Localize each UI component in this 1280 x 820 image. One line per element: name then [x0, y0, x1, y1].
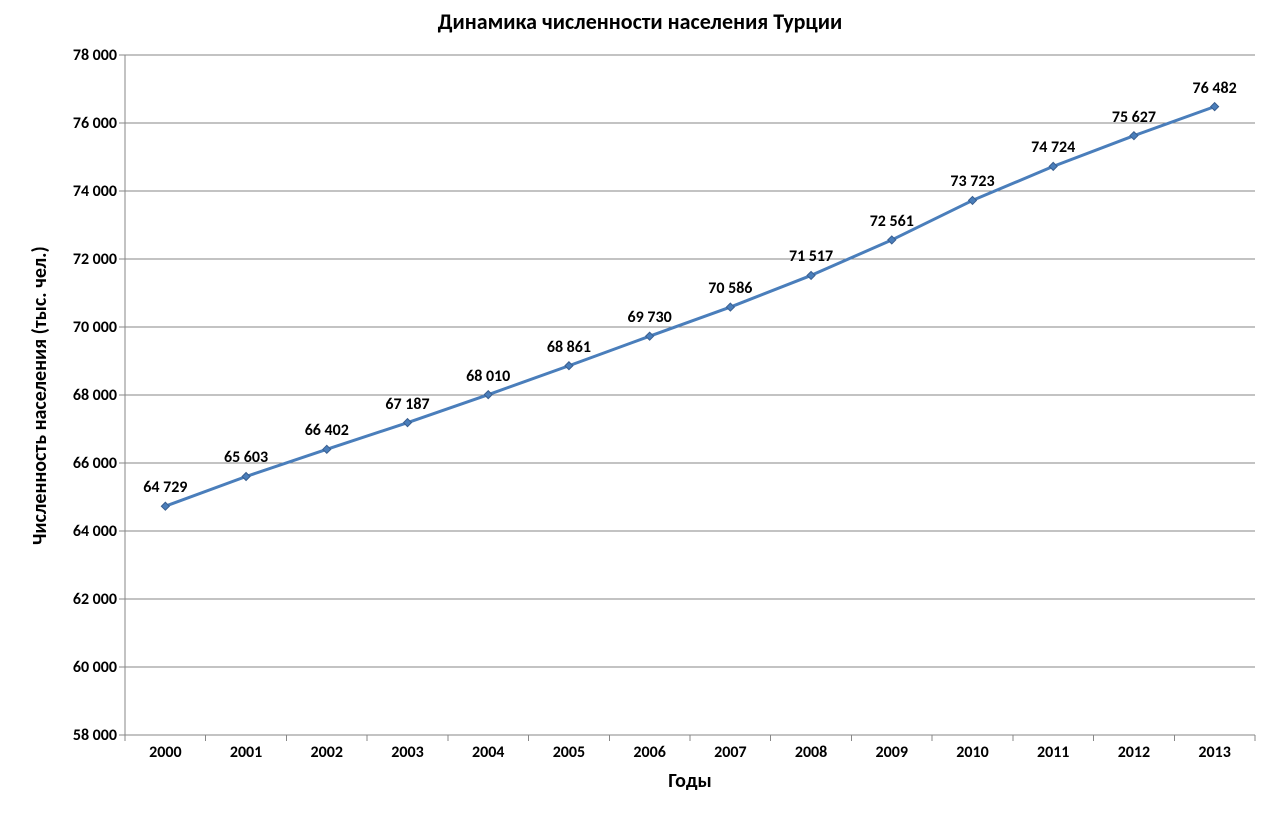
- x-tick-label: 2010: [932, 743, 1013, 762]
- x-tick-label: 2009: [851, 743, 932, 762]
- data-label: 73 723: [933, 172, 1013, 191]
- data-label: 76 482: [1175, 79, 1255, 98]
- x-axis-title: Годы: [125, 769, 1255, 793]
- data-label: 66 402: [287, 421, 367, 440]
- data-label: 70 586: [690, 279, 770, 298]
- data-label: 71 517: [771, 247, 851, 266]
- data-label: 72 561: [852, 212, 932, 231]
- data-label: 74 724: [1013, 138, 1093, 157]
- data-label: 64 729: [125, 478, 205, 497]
- x-tick-label: 2000: [125, 743, 206, 762]
- population-chart: Динамика численности населения Турции 58…: [0, 0, 1280, 820]
- y-tick-label: 72 000: [47, 250, 117, 269]
- data-label: 68 861: [529, 338, 609, 357]
- y-tick-label: 76 000: [47, 114, 117, 133]
- data-label: 69 730: [610, 308, 690, 327]
- chart-title: Динамика численности населения Турции: [0, 8, 1280, 35]
- y-tick-label: 62 000: [47, 590, 117, 609]
- data-label: 75 627: [1094, 108, 1174, 127]
- data-label: 65 603: [206, 448, 286, 467]
- x-tick-label: 2002: [286, 743, 367, 762]
- x-tick-label: 2006: [609, 743, 690, 762]
- x-tick-label: 2007: [690, 743, 771, 762]
- x-tick-label: 2001: [206, 743, 287, 762]
- x-tick-label: 2005: [529, 743, 610, 762]
- x-tick-label: 2003: [367, 743, 448, 762]
- x-tick-label: 2011: [1013, 743, 1094, 762]
- y-tick-label: 58 000: [47, 726, 117, 745]
- data-label: 68 010: [448, 367, 528, 386]
- y-tick-label: 60 000: [47, 658, 117, 677]
- data-label: 67 187: [368, 395, 448, 414]
- y-tick-label: 70 000: [47, 318, 117, 337]
- x-tick-label: 2004: [448, 743, 529, 762]
- x-tick-label: 2008: [771, 743, 852, 762]
- y-tick-label: 64 000: [47, 522, 117, 541]
- x-tick-label: 2013: [1174, 743, 1255, 762]
- y-tick-label: 66 000: [47, 454, 117, 473]
- y-axis-title: Численность населения (тыс. чел.): [28, 246, 52, 545]
- y-tick-label: 78 000: [47, 46, 117, 65]
- y-tick-label: 68 000: [47, 386, 117, 405]
- y-tick-label: 74 000: [47, 182, 117, 201]
- x-tick-label: 2012: [1094, 743, 1175, 762]
